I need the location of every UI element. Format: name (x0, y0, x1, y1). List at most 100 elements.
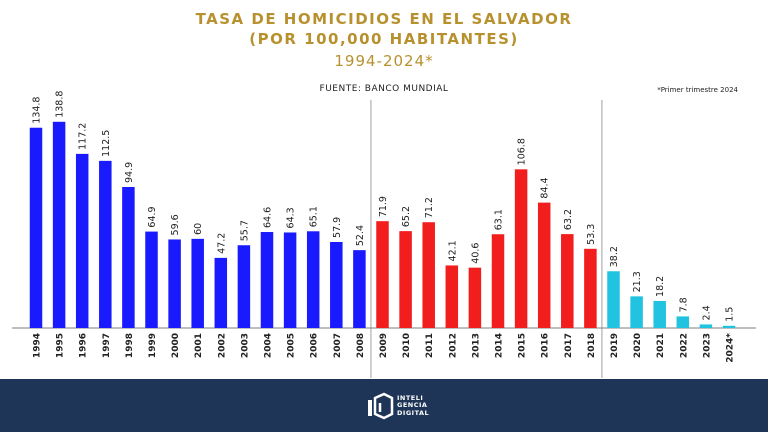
bar (630, 296, 643, 328)
tick-label: 1995 (56, 333, 66, 358)
tick-label: 2009 (379, 333, 389, 358)
data-label: 112.5 (101, 130, 112, 157)
data-label: 38.2 (609, 246, 620, 267)
bar (330, 241, 343, 328)
data-label: 64.6 (263, 207, 274, 228)
tick-label: 2021 (656, 333, 666, 358)
bar (260, 232, 274, 328)
tick-label: 2000 (171, 333, 181, 358)
tick-label: 2006 (310, 333, 320, 358)
data-label: 94.9 (124, 162, 135, 183)
tick-label: 2016 (541, 333, 551, 358)
bar (537, 202, 551, 328)
bar (422, 222, 435, 328)
source-label: FUENTE: BANCO MUNDIAL (319, 84, 449, 94)
bar (445, 265, 459, 328)
tick-label: 2019 (610, 333, 620, 358)
logo-line-3: DIGITAL (397, 408, 430, 417)
data-label: 1.5 (725, 307, 736, 322)
data-label: 42.1 (447, 240, 458, 261)
tick-label: 1998 (125, 333, 135, 358)
bar (306, 231, 320, 328)
bar (214, 257, 228, 328)
data-label: 106.8 (517, 138, 528, 165)
bar (191, 238, 204, 328)
data-label: 2.4 (701, 305, 712, 320)
chart-year-range: 1994-2024* (334, 52, 434, 70)
tick-label: 2017 (564, 333, 574, 358)
data-label: 134.8 (32, 97, 43, 124)
brand-logo: INTELI GENCIA DIGITAL (366, 391, 429, 421)
bar (468, 267, 482, 328)
bar (653, 300, 666, 328)
tick-label: 2008 (356, 333, 366, 358)
data-label: 138.8 (55, 91, 66, 118)
logo-line-1: INTELI (397, 393, 424, 402)
tick-label: 2014 (495, 333, 505, 358)
tick-label: 2022 (679, 333, 689, 358)
bar (722, 325, 736, 328)
bar (237, 245, 251, 328)
data-label: 40.6 (470, 243, 481, 264)
data-label: 21.3 (632, 271, 643, 292)
tick-label: 2012 (448, 333, 458, 358)
data-label: 63.2 (563, 209, 574, 230)
data-label: 64.9 (147, 206, 158, 227)
bar (514, 169, 528, 328)
bar (283, 232, 297, 328)
footnote: *Primer trimestre 2024 (657, 86, 738, 94)
data-label: 18.2 (655, 276, 666, 297)
tick-label: 2005 (287, 333, 297, 358)
tick-label: 2001 (194, 333, 204, 358)
data-label: 57.9 (332, 217, 343, 238)
data-label: 71.2 (424, 197, 435, 218)
bar (399, 231, 412, 328)
bar (607, 271, 620, 328)
tick-label: 2004 (264, 333, 274, 358)
chart-title: TASA DE HOMICIDIOS EN EL SALVADOR (195, 10, 573, 28)
tick-label: 2007 (333, 333, 343, 358)
tick-label: 2020 (633, 333, 643, 358)
bar (75, 153, 89, 328)
data-label: 59.6 (170, 214, 181, 235)
bar (676, 316, 690, 328)
bar (168, 239, 181, 328)
tick-label: 2018 (587, 333, 597, 358)
tick-label: 1994 (33, 333, 43, 358)
data-label: 55.7 (239, 220, 250, 241)
data-label: 65.2 (401, 206, 412, 227)
tick-label: 2023 (702, 333, 712, 358)
tick-label: 2002 (217, 333, 227, 358)
data-label: 63.1 (494, 209, 505, 230)
logo-text: INTELI GENCIA DIGITAL (397, 393, 430, 418)
footer-bar: INTELI GENCIA DIGITAL (0, 379, 768, 432)
bar (491, 234, 505, 328)
bar (584, 248, 597, 328)
chart-subtitle: (POR 100,000 HABITANTES) (249, 30, 519, 48)
data-label: 47.2 (216, 233, 227, 254)
bar (376, 221, 389, 328)
data-label: 53.3 (586, 224, 597, 245)
tick-label: 2003 (240, 333, 250, 358)
data-label: 52.4 (355, 225, 366, 246)
logo-line-2: GENCIA (397, 401, 428, 410)
tick-label: 1996 (79, 333, 89, 358)
data-label: 64.3 (286, 207, 297, 228)
bar (699, 324, 713, 328)
logo-icon (368, 392, 394, 420)
data-label: 71.9 (378, 196, 389, 217)
bar (122, 187, 135, 328)
bar (145, 231, 158, 328)
bar-chart: 134.8 1994 138.8 1995 117.2 1996 112.5 1997 94.9… (12, 91, 756, 378)
data-label: 7.8 (678, 297, 689, 312)
tick-label: 2015 (518, 333, 528, 358)
tick-label: 2024* (726, 333, 736, 363)
bar (561, 234, 574, 328)
tick-label: 1997 (102, 333, 112, 358)
tick-label: 2011 (425, 333, 435, 358)
tick-label: 1999 (148, 333, 158, 358)
bar (99, 160, 112, 328)
data-label: 117.2 (78, 123, 89, 150)
data-label: 65.1 (309, 206, 320, 227)
